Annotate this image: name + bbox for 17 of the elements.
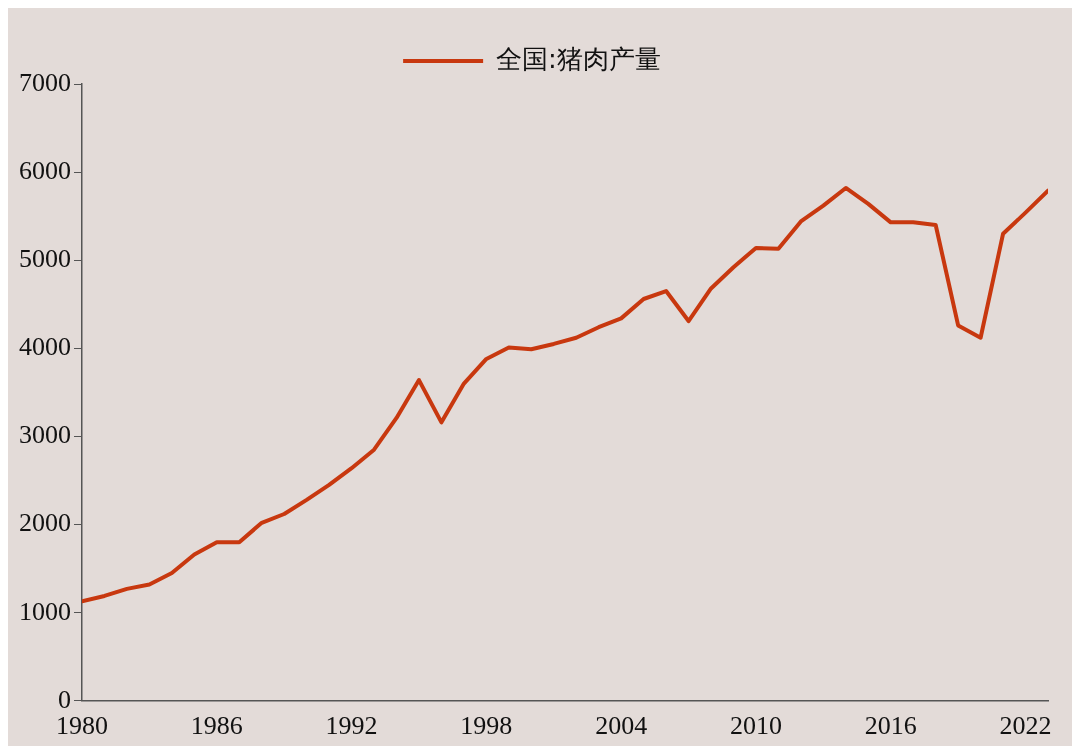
y-tick-label: 7000 (19, 67, 71, 97)
x-tick-label: 2022 (999, 711, 1052, 741)
x-tick-label: 1998 (460, 711, 513, 741)
x-tick-label: 2004 (595, 711, 648, 741)
x-tick-label: 1986 (190, 711, 243, 741)
x-tick-label: 1980 (56, 711, 108, 741)
y-tick-label: 0 (58, 684, 71, 714)
x-tick-label: 1992 (325, 711, 378, 741)
y-tick-label: 5000 (19, 244, 71, 274)
x-tick-label: 2010 (729, 711, 782, 741)
y-tick-label: 3000 (19, 420, 71, 450)
y-tick-label: 6000 (19, 155, 71, 185)
y-tick-label: 1000 (19, 596, 71, 626)
legend-label: 全国:猪肉产量 (496, 43, 661, 74)
x-tick-label: 2016 (864, 711, 917, 741)
y-tick-label: 4000 (19, 332, 71, 362)
y-tick-label: 2000 (19, 508, 71, 538)
